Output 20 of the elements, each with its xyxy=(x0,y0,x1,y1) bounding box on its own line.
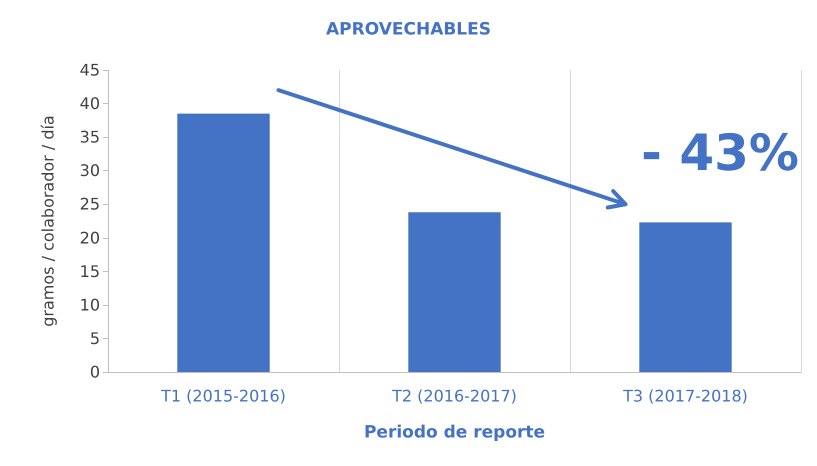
y-tick-label: 35 xyxy=(80,128,100,147)
y-tick-label: 5 xyxy=(90,328,100,348)
y-tick-label: 0 xyxy=(90,362,100,382)
annotation: - 43% xyxy=(641,124,800,182)
y-tick-label: 45 xyxy=(80,60,100,80)
y-axis-title: gramos / colaborador / día xyxy=(38,115,58,327)
x-axis-title: Periodo de reporte xyxy=(364,422,546,442)
bar xyxy=(408,212,501,372)
y-tick-label: 30 xyxy=(80,161,100,180)
bar xyxy=(639,222,732,372)
y-tick-label: 40 xyxy=(80,94,100,114)
x-tick-label: T3 (2017-2018) xyxy=(622,386,748,406)
y-tick-label: 20 xyxy=(80,228,100,248)
x-tick-label: T1 (2015-2016) xyxy=(160,386,286,406)
y-tick-label: 15 xyxy=(80,262,100,281)
y-tick-label: 25 xyxy=(80,194,100,214)
y-tick-label: 10 xyxy=(80,295,100,314)
x-tick-label: T2 (2016-2017) xyxy=(391,386,517,406)
chart-title: APROVECHABLES xyxy=(326,20,491,40)
bar xyxy=(177,114,270,372)
